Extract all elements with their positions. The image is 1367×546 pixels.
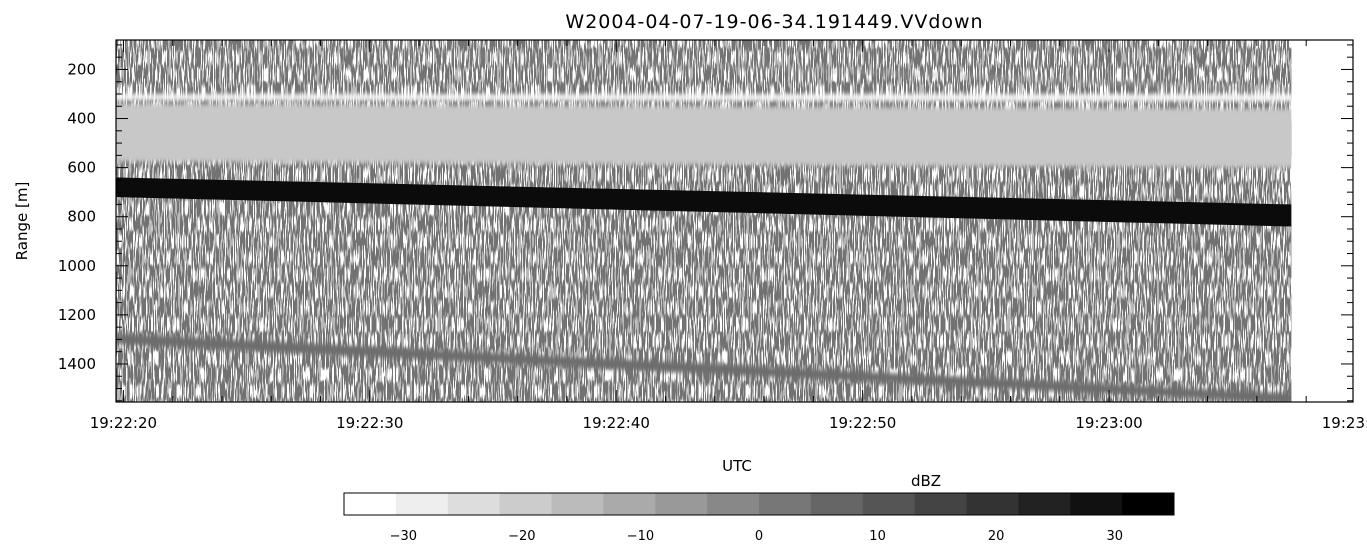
colorbar-swatch [499, 493, 552, 515]
chart-title: W2004-04-07-19-06-34.191449.VVdown [565, 11, 983, 33]
plot-axes: 19:22:20 19:22:30 19:22:40 19:22:50 19:23:00… [58, 39, 1367, 432]
colorbar-swatch [395, 493, 449, 515]
colorbar-swatch [603, 493, 656, 515]
x-axis-label: UTC [722, 457, 752, 475]
colorbar: −30 −20 −10 0 10 20 30 [343, 492, 1175, 544]
feature-sloping-echo-line [116, 333, 1292, 402]
y-tick-label: 1200 [58, 306, 96, 324]
colorbar-swatch [810, 493, 864, 515]
plot-frame [115, 39, 1354, 403]
colorbar-swatch [1070, 493, 1123, 515]
reflectivity-image [116, 40, 1292, 402]
colorbar-label: dBZ [911, 472, 941, 490]
x-tick-label: 19:22:20 [90, 414, 157, 432]
x-tick-label: 19:22:30 [336, 414, 403, 432]
colorbar-tick-label: 30 [1106, 529, 1123, 544]
y-tick-label: 800 [67, 208, 96, 226]
y-axis-label: Range [m] [13, 182, 31, 261]
colorbar-swatch [1122, 493, 1175, 515]
colorbar-tick-label: −30 [390, 529, 417, 544]
x-tick-label: 19:22:50 [829, 414, 896, 432]
colorbar-swatch [707, 493, 760, 515]
colorbar-tick-label: −10 [627, 529, 654, 544]
feature-lower-gray-layer [116, 103, 1292, 168]
colorbar-swatch [759, 493, 812, 515]
colorbar-tick-label: 20 [988, 529, 1005, 544]
feature-white-gap [116, 93, 1292, 102]
feature-upper-gray-layer [116, 40, 1292, 92]
colorbar-tick-label: 10 [869, 529, 886, 544]
colorbar-swatch [862, 493, 916, 515]
colorbar-swatch [551, 493, 604, 515]
colorbar-swatch [914, 493, 967, 515]
x-tick-label: 19:23:10 [1322, 414, 1367, 432]
colorbar-swatch [1018, 493, 1071, 515]
colorbar-swatch [447, 493, 501, 515]
colorbar-swatch [966, 493, 1019, 515]
colorbar-swatch [655, 493, 708, 515]
x-tick-label: 19:22:40 [583, 414, 650, 432]
y-tick-label: 1000 [58, 257, 96, 275]
y-tick-label: 200 [67, 60, 96, 78]
colorbar-swatch [344, 493, 397, 515]
colorbar-tick-label: −20 [508, 529, 535, 544]
x-tick-label: 19:23:00 [1075, 414, 1142, 432]
feature-strong-echo-band [116, 177, 1292, 227]
y-tick-label: 1400 [58, 355, 96, 373]
y-tick-label: 600 [67, 159, 96, 177]
colorbar-frame [343, 492, 1175, 516]
colorbar-tick-label: 0 [755, 529, 763, 544]
y-tick-label: 400 [67, 110, 96, 128]
